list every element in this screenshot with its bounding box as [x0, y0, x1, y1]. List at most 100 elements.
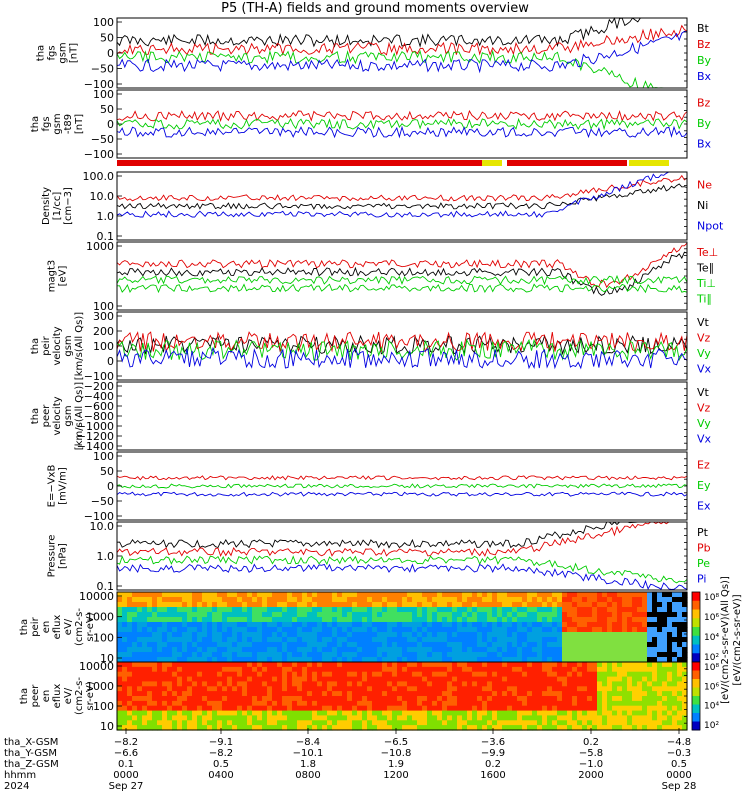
spectrogram-cell — [662, 617, 668, 623]
spectrogram-cell — [642, 617, 648, 623]
spectrogram-cell — [552, 657, 558, 663]
spectrogram-cell — [332, 592, 338, 598]
spectrogram-cell — [422, 647, 428, 653]
spectrogram-cell — [592, 627, 598, 633]
spectrogram-cell — [542, 700, 548, 707]
mode-bar-red — [117, 160, 482, 166]
spectrogram-cell — [562, 715, 568, 721]
spectrogram-cell — [367, 627, 373, 633]
spectrogram-cell — [257, 642, 263, 648]
spectrogram-cell — [527, 642, 533, 648]
y-axis-label: [nT] — [74, 114, 85, 134]
footer-value: 1600 — [480, 770, 505, 781]
spectrogram-cell — [292, 725, 298, 731]
spectrogram-cell — [302, 662, 308, 668]
spectrogram-cell — [477, 725, 483, 731]
spectrogram-cell — [417, 705, 423, 712]
spectrogram-cell — [252, 607, 258, 613]
spectrogram-cell — [537, 725, 543, 731]
spectrogram-cell — [267, 617, 273, 623]
spectrogram-cell — [427, 671, 433, 678]
y-tick-label: 100 — [93, 88, 114, 101]
spectrogram-cell — [682, 637, 688, 643]
spectrogram-cell — [432, 700, 438, 707]
footer-value: 2000 — [578, 770, 603, 781]
spectrogram-cell — [352, 622, 358, 628]
spectrogram-cell — [532, 666, 538, 673]
spectrogram-cell — [517, 597, 523, 603]
spectrogram-cell — [662, 657, 668, 663]
y-axis-label: peer — [41, 404, 52, 428]
spectrogram-cell — [377, 715, 383, 721]
spectrogram-cell — [492, 647, 498, 653]
spectrogram-cell — [532, 597, 538, 603]
spectrogram-cell — [427, 627, 433, 633]
spectrogram-cell — [617, 657, 623, 663]
spectrogram-cell — [172, 691, 178, 697]
spectrogram-cell — [312, 705, 318, 712]
spectrogram-cell — [352, 710, 358, 717]
spectrogram-cell — [252, 705, 258, 712]
spectrogram-cell — [382, 637, 388, 643]
spectrogram-cell — [637, 681, 643, 687]
spectrogram-cell — [432, 662, 438, 668]
spectrogram-cell — [507, 637, 513, 643]
spectrogram-cell — [497, 597, 503, 603]
spectrogram-cell — [352, 671, 358, 678]
spectrogram-cell — [332, 720, 338, 726]
spectrogram-cell — [292, 607, 298, 613]
spectrogram-cell — [237, 647, 243, 653]
spectrogram-cell — [647, 691, 653, 697]
spectrogram-cell — [592, 602, 598, 608]
spectrogram-cell — [217, 691, 223, 697]
spectrogram-cell — [147, 617, 153, 623]
spectrogram-cell — [327, 720, 333, 726]
spectrogram-cell — [252, 686, 258, 692]
spectrogram-cell — [652, 602, 658, 608]
spectrogram-cell — [362, 691, 368, 697]
spectrogram-cell — [252, 632, 258, 638]
spectrogram-cell — [282, 725, 288, 731]
spectrogram-cell — [487, 597, 493, 603]
spectrogram-cell — [237, 607, 243, 613]
footer-value: 0400 — [208, 770, 233, 781]
spectrogram-cell — [627, 592, 633, 598]
spectrogram-cell — [222, 696, 228, 702]
spectrogram-cell — [312, 700, 318, 707]
spectrogram-cell — [182, 592, 188, 598]
spectrogram-cell — [302, 612, 308, 618]
spectrogram-cell — [422, 617, 428, 623]
spectrogram-cell — [172, 725, 178, 731]
spectrogram-cell — [192, 725, 198, 731]
spectrogram-cell — [242, 710, 248, 717]
spectrogram-cell — [387, 647, 393, 653]
spectrogram-cell — [152, 705, 158, 712]
spectrogram-cell — [482, 617, 488, 623]
spectrogram-cell — [662, 705, 668, 712]
spectrogram-cell — [422, 720, 428, 726]
spectrogram-cell — [622, 686, 628, 692]
spectrogram-cell — [547, 662, 553, 668]
y-tick-label: 100 — [93, 450, 114, 463]
spectrogram-cell — [522, 647, 528, 653]
spectrogram-cell — [297, 676, 303, 683]
spectrogram-cell — [462, 637, 468, 643]
spectrogram-cell — [477, 671, 483, 678]
spectrogram-cell — [587, 632, 593, 638]
spectrogram-cell — [527, 725, 533, 731]
spectrogram-cell — [152, 592, 158, 598]
spectrogram-cell — [437, 617, 443, 623]
spectrogram-cell — [312, 725, 318, 731]
spectrogram-cell — [607, 627, 613, 633]
spectrogram-cell — [357, 642, 363, 648]
spectrogram-cell — [152, 725, 158, 731]
spectrogram-cell — [632, 632, 638, 638]
colorbar-tick-label: 10⁶ — [704, 613, 719, 623]
spectrogram-cell — [162, 715, 168, 721]
spectrogram-cell — [647, 632, 653, 638]
spectrogram-cell — [337, 592, 343, 598]
spectrogram-cell — [447, 666, 453, 673]
spectrogram-cell — [667, 691, 673, 697]
spectrogram-cell — [322, 652, 328, 658]
spectrogram-cell — [557, 710, 563, 717]
